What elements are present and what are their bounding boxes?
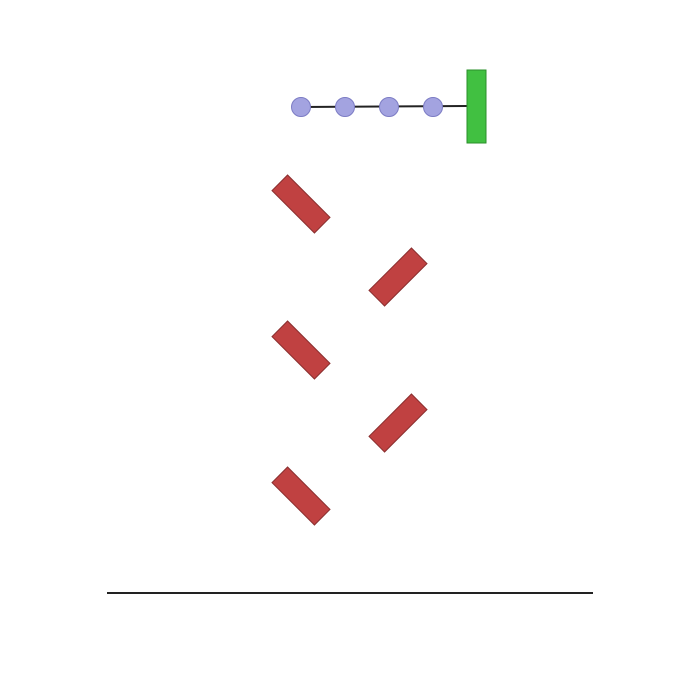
obstacle-2 bbox=[368, 247, 428, 307]
chain-ball-4[interactable] bbox=[423, 97, 443, 117]
chain-ball-1[interactable] bbox=[291, 97, 311, 117]
chain-ball-2[interactable] bbox=[335, 97, 355, 117]
obstacle-3 bbox=[271, 320, 331, 380]
obstacles bbox=[271, 174, 428, 526]
obstacle-4 bbox=[368, 393, 428, 453]
obstacle-5 bbox=[271, 466, 331, 526]
chain-assembly bbox=[291, 97, 468, 117]
chain-ball-3[interactable] bbox=[379, 97, 399, 117]
anchor-post bbox=[466, 69, 487, 144]
obstacle-1 bbox=[271, 174, 331, 234]
